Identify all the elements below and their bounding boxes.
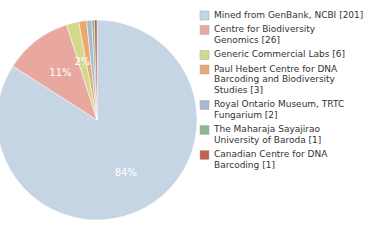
legend-swatch [200,151,209,160]
slice-label: 84% [115,167,137,178]
legend-swatch [200,126,209,135]
legend-swatch [200,26,209,35]
legend-swatch [200,101,209,110]
legend-item: Centre for BiodiversityGenomics [26] [200,24,316,45]
legend-label: Paul Hebert Centre for DNABarcoding and … [214,64,338,95]
legend-label-line: Paul Hebert Centre for DNA [214,64,338,74]
legend-label-line: The Maharaja Sayajirao [213,124,320,134]
legend-label: Mined from GenBank, NCBI [201] [214,10,363,20]
legend-label-line: Fungarium [2] [214,110,278,120]
legend-label-line: Barcoding and Biodiversity [214,74,336,84]
pie-slice [94,20,97,120]
legend-label: Canadian Centre for DNABarcoding [1] [214,149,328,170]
legend-label-line: Mined from GenBank, NCBI [201] [214,10,363,20]
legend-label-line: Generic Commercial Labs [6] [214,49,345,59]
pie-slice [87,20,97,120]
legend-label: Royal Ontario Museum, TRTCFungarium [2] [214,99,344,120]
pie-slice [0,20,197,220]
legend-item: Generic Commercial Labs [6] [200,49,345,59]
legend-swatch [200,65,209,74]
legend-label-line: Centre for Biodiversity [214,24,316,34]
legend-item: Mined from GenBank, NCBI [201] [200,10,363,20]
legend: Mined from GenBank, NCBI [201] Centre for… [200,10,363,170]
pie-slice [79,21,97,120]
legend-label-line: Studies [3] [214,85,263,95]
slice-labels: 84% 11%2% [49,56,137,178]
legend-item: The Maharaja SayajiraoUniversity of Baro… [200,124,321,145]
legend-swatch [200,11,209,20]
legend-label: The Maharaja SayajiraoUniversity of Baro… [213,124,321,145]
chart: 84% 11%2% Mined from GenBank, NCBI [201] Ce… [0,0,380,240]
legend-label: Generic Commercial Labs [6] [214,49,345,59]
legend-item: Royal Ontario Museum, TRTCFungarium [2] [200,99,344,120]
pie [0,20,197,220]
slice-label: 11% [49,67,71,78]
legend-label-line: Genomics [26] [214,35,280,45]
legend-label-line: Canadian Centre for DNA [214,149,328,159]
legend-swatch [200,51,209,60]
legend-label-line: Royal Ontario Museum, TRTC [214,99,344,109]
legend-label: Centre for BiodiversityGenomics [26] [214,24,316,45]
legend-label-line: University of Baroda [1] [214,135,321,145]
legend-label-line: Barcoding [1] [214,160,275,170]
legend-item: Canadian Centre for DNABarcoding [1] [200,149,328,170]
slice-label: 2% [74,56,90,67]
pie-slice [92,20,97,120]
legend-item: Paul Hebert Centre for DNABarcoding and … [200,64,338,95]
